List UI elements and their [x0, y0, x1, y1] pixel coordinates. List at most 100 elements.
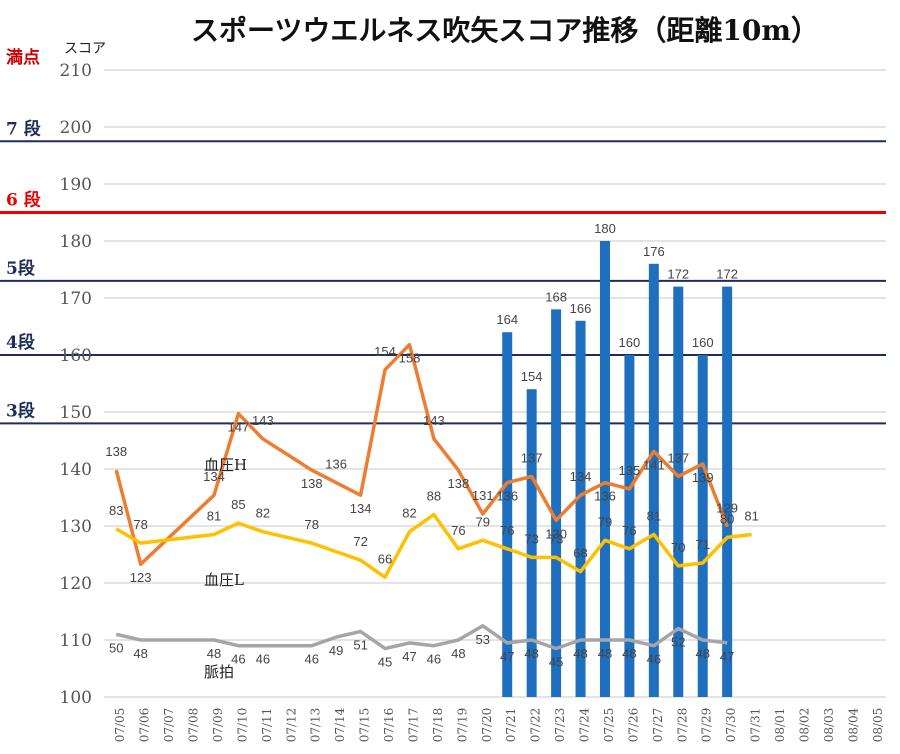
line-data-label: 158	[399, 351, 421, 366]
x-tick-label: 07/26	[626, 708, 640, 743]
bar-data-label: 160	[692, 335, 714, 350]
line-data-label: 72	[353, 534, 367, 549]
line-data-label: 70	[671, 540, 685, 555]
x-tick-label: 08/01	[773, 708, 787, 743]
x-tick-label: 07/21	[504, 708, 518, 743]
y-tick-label: 170	[60, 289, 92, 309]
line-data-label: 46	[427, 652, 441, 667]
score-bar	[575, 320, 586, 697]
line-data-label: 79	[598, 514, 612, 529]
line-data-label: 48	[598, 646, 612, 661]
y-tick-label: 100	[60, 688, 92, 708]
score-bar	[502, 332, 513, 697]
y-tick-label: 180	[60, 232, 92, 252]
line-data-label: 76	[500, 523, 514, 538]
line-data-label: 138	[301, 476, 323, 491]
line-data-label: 50	[109, 640, 123, 655]
y-tick-label: 140	[60, 460, 92, 480]
line-data-label: 73	[549, 531, 563, 546]
rank-label: 6 段	[6, 190, 41, 211]
x-tick-label: 07/15	[358, 708, 372, 743]
x-tick-label: 08/02	[797, 708, 811, 743]
x-tick-label: 07/25	[602, 708, 616, 743]
x-tick-label: 08/04	[846, 707, 860, 742]
bar-data-label: 176	[643, 244, 665, 259]
line-data-label: 47	[402, 649, 416, 664]
bar-data-label: 180	[594, 221, 616, 236]
x-tick-label: 07/07	[162, 708, 176, 743]
line-data-label: 134	[350, 501, 372, 516]
line-data-label: 131	[472, 488, 494, 503]
x-tick-label: 07/24	[578, 707, 592, 742]
gridlines	[104, 69, 886, 698]
y-axis-label: スコア	[64, 41, 106, 57]
data-labels: 1641541681661801601761721601721381231341…	[105, 221, 758, 681]
x-tick-label: 07/08	[187, 708, 201, 743]
y-tick-label: 160	[60, 346, 92, 366]
x-tick-label: 07/28	[675, 708, 689, 743]
rank-label: 7 段	[6, 118, 41, 139]
score-bar	[599, 241, 610, 697]
series-name-label: 脈拍	[204, 663, 234, 681]
line-data-label: 138	[447, 476, 469, 491]
score-bar	[551, 309, 562, 697]
x-tick-label: 08/05	[871, 708, 885, 743]
line-data-label: 51	[353, 637, 367, 652]
line-data-label: 48	[451, 646, 465, 661]
y-tick-label: 190	[60, 175, 92, 195]
line-data-label: 141	[643, 457, 665, 472]
line-data-label: 134	[203, 469, 225, 484]
line-data-label: 138	[105, 444, 127, 459]
x-tick-label: 07/31	[749, 708, 763, 743]
line-data-label: 45	[378, 655, 392, 670]
series-name-label: 血圧L	[204, 571, 244, 589]
x-tick-label: 07/12	[284, 708, 298, 743]
bar-data-label: 172	[716, 267, 738, 282]
score-bar	[697, 355, 708, 697]
line-data-label: 48	[207, 646, 221, 661]
x-tick-label: 07/10	[235, 708, 249, 743]
x-tick-label: 07/27	[651, 708, 665, 743]
x-tick-label: 07/20	[480, 708, 494, 743]
x-axis-ticks: 07/05 07/06 07/07 07/08 07/09 07/10 07/11 07/12…	[113, 707, 885, 742]
line-data-label: 134	[570, 469, 592, 484]
line-data-label: 136	[496, 489, 518, 504]
line-data-label: 81	[744, 509, 758, 524]
line-data-label: 46	[304, 652, 318, 667]
score-bar	[648, 263, 659, 697]
y-tick-label: 150	[60, 403, 92, 423]
line-data-label: 78	[133, 517, 147, 532]
line-data-label: 73	[524, 531, 538, 546]
line-data-label: 47	[500, 649, 514, 664]
y-tick-label: 120	[60, 574, 92, 594]
rank-reference-lines: 満点 7 段 6 段 5段 4段 3段	[0, 47, 886, 425]
x-tick-label: 07/06	[138, 708, 152, 743]
line-data-label: 46	[231, 652, 245, 667]
line-data-label: 143	[252, 413, 274, 428]
rank-label: 5段	[6, 258, 35, 279]
x-tick-label: 07/05	[113, 708, 127, 743]
line-data-label: 123	[130, 570, 152, 585]
x-tick-label: 07/11	[260, 708, 274, 743]
rank-label: 満点	[6, 47, 40, 68]
y-tick-label: 130	[60, 517, 92, 537]
score-bar	[673, 286, 684, 697]
line-data-label: 76	[622, 523, 636, 538]
x-tick-label: 07/23	[553, 708, 567, 743]
line-data-label: 139	[692, 470, 714, 485]
line-data-label: 68	[573, 546, 587, 561]
line-data-label: 82	[402, 506, 416, 521]
line-data-label: 81	[647, 509, 661, 524]
line-data-label: 83	[109, 503, 123, 518]
x-tick-label: 07/30	[724, 708, 738, 743]
x-tick-label: 08/03	[822, 708, 836, 743]
line-data-label: 81	[207, 509, 221, 524]
line-data-label: 85	[231, 497, 245, 512]
line-data-label: 76	[451, 523, 465, 538]
line-data-label: 154	[374, 344, 396, 359]
line-data-label: 47	[720, 649, 734, 664]
line-data-label: 82	[256, 506, 270, 521]
line-data-label: 48	[695, 646, 709, 661]
y-axis-ticks: 100 110 120 130 140 150 160 170 180 190 200 210	[60, 61, 92, 708]
